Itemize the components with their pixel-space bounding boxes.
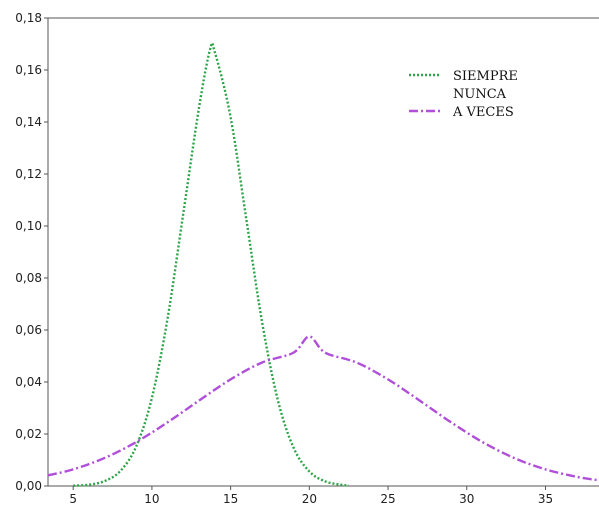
x-axis-ticks: 5 10 15 20 25 30 35 — [69, 486, 553, 506]
y-tick-label: 0,12 — [15, 167, 42, 181]
x-tick-label: 10 — [144, 492, 159, 506]
x-tick-label: 30 — [459, 492, 474, 506]
y-tick-label: 0,16 — [15, 63, 42, 77]
y-tick-label: 0,18 — [15, 11, 42, 25]
y-tick-label: 0,14 — [15, 115, 42, 129]
x-tick-label: 5 — [69, 492, 77, 506]
x-tick-label: 20 — [302, 492, 317, 506]
series-line-siempre — [73, 41, 349, 487]
x-tick-label: 25 — [380, 492, 395, 506]
y-axis-ticks: 0,00 0,02 0,04 0,06 0,08 0,10 0,12 0,14 0,16 0,18 — [15, 11, 48, 493]
legend-label-a-veces: A VECES — [452, 105, 514, 120]
legend: SIEMPRE NUNCA A VECES — [409, 69, 518, 120]
x-tick-label: 15 — [223, 492, 238, 506]
legend-label-siempre: SIEMPRE — [453, 69, 518, 84]
plot-area — [47, 41, 599, 487]
y-tick-label: 0,02 — [15, 427, 42, 441]
x-tick-label: 35 — [538, 492, 553, 506]
y-tick-label: 0,04 — [15, 375, 42, 389]
chart-axes — [47, 17, 599, 487]
y-tick-label: 0,10 — [15, 219, 42, 233]
y-tick-label: 0,06 — [15, 323, 42, 337]
y-tick-label: 0,00 — [15, 479, 42, 493]
legend-label-nunca: NUNCA — [453, 87, 507, 102]
series-line-a-veces — [47, 335, 599, 482]
y-tick-label: 0,08 — [15, 271, 42, 285]
